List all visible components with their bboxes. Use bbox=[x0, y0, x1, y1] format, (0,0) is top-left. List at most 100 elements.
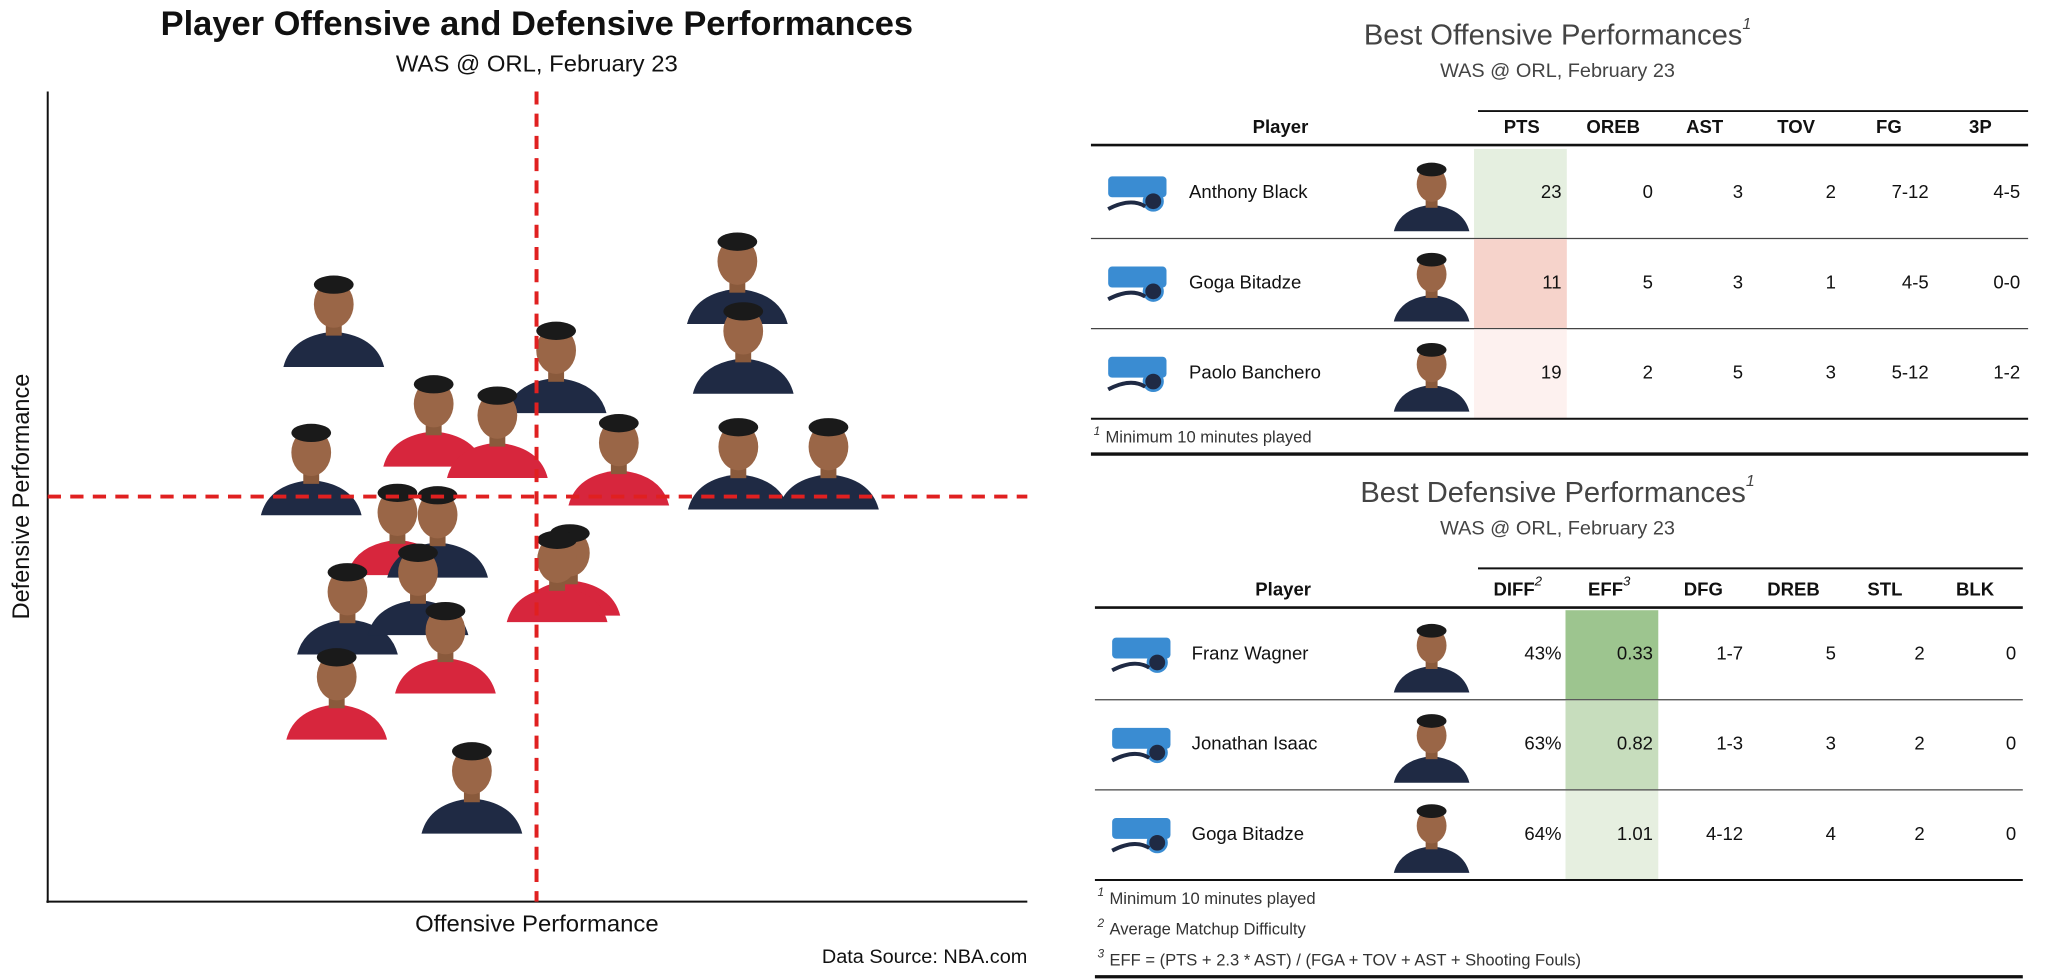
jersey bbox=[1393, 204, 1470, 232]
table-subtitle: WAS @ ORL, February 23 bbox=[1440, 518, 1675, 540]
x-axis-label: Offensive Performance bbox=[415, 911, 659, 937]
table-cell: 2 bbox=[1643, 362, 1653, 383]
hair bbox=[537, 530, 577, 549]
column-header-text: BLK bbox=[1956, 579, 1995, 600]
table-cell: 11 bbox=[1542, 271, 1561, 292]
team-logo-swoosh bbox=[1107, 290, 1147, 301]
column-header: EFF3 bbox=[1588, 574, 1631, 599]
column-header-text: STL bbox=[1867, 579, 1902, 600]
player-name: Goga Bitadze bbox=[1192, 823, 1304, 844]
player-point bbox=[506, 530, 608, 623]
table-cell: 0-0 bbox=[1993, 271, 2020, 292]
player-name: Jonathan Isaac bbox=[1192, 733, 1318, 754]
highlight-cell bbox=[1474, 239, 1567, 328]
column-header-text: Player bbox=[1255, 579, 1311, 600]
table-cell: 2 bbox=[1826, 181, 1836, 202]
neck bbox=[1425, 659, 1438, 670]
hair bbox=[313, 275, 354, 294]
column-header-text: DREB bbox=[1767, 579, 1820, 600]
chart-subtitle: WAS @ ORL, February 23 bbox=[396, 52, 678, 78]
player-name: Franz Wagner bbox=[1192, 643, 1309, 664]
jersey bbox=[505, 377, 607, 414]
highlight-cell bbox=[1565, 610, 1659, 700]
jersey bbox=[446, 442, 548, 478]
table-cell: 0.82 bbox=[1617, 733, 1653, 754]
table-cell: 4 bbox=[1826, 823, 1836, 844]
jersey bbox=[1393, 385, 1470, 412]
table-title-text: Best Offensive Performances bbox=[1364, 19, 1743, 51]
team-logo-swoosh bbox=[1107, 200, 1147, 211]
jersey bbox=[1393, 666, 1470, 693]
hair bbox=[1416, 252, 1447, 267]
footnote: Average Matchup Difficulty bbox=[1109, 921, 1306, 939]
highlight-cell bbox=[1474, 329, 1567, 419]
column-header: DFG bbox=[1684, 579, 1723, 600]
jersey bbox=[421, 798, 523, 834]
column-header-text: FG bbox=[1876, 116, 1902, 137]
table-cell: 4-12 bbox=[1706, 823, 1743, 844]
table-title: Best Offensive Performances1 bbox=[1364, 16, 1751, 51]
table-cell: 3 bbox=[1826, 362, 1836, 383]
player-point bbox=[692, 302, 794, 394]
player-point bbox=[395, 601, 496, 694]
table-cell: 5 bbox=[1733, 362, 1743, 383]
table-cell: 3 bbox=[1826, 733, 1836, 754]
column-header-text: PTS bbox=[1504, 116, 1540, 137]
table-cell: 0 bbox=[2006, 643, 2016, 664]
highlight-cell bbox=[1565, 700, 1659, 790]
team-logo-ball bbox=[1142, 280, 1164, 302]
hair bbox=[717, 232, 758, 251]
highlight-cell bbox=[1565, 790, 1659, 880]
hair bbox=[598, 414, 639, 433]
footnote-mark: 3 bbox=[1098, 947, 1105, 961]
player-name: Paolo Banchero bbox=[1189, 362, 1321, 383]
team-logo-ball bbox=[1146, 652, 1168, 673]
jersey bbox=[687, 474, 789, 510]
column-header: PTS bbox=[1504, 116, 1540, 137]
jersey bbox=[1393, 294, 1470, 322]
column-header: Player bbox=[1255, 579, 1311, 600]
jersey bbox=[1393, 756, 1470, 783]
hair bbox=[398, 543, 438, 562]
table-cell: 4-5 bbox=[1902, 271, 1929, 292]
table-cell: 0 bbox=[2006, 733, 2016, 754]
team-logo-swoosh bbox=[1107, 380, 1147, 392]
table-cell: 5-12 bbox=[1892, 362, 1929, 383]
column-header: DREB bbox=[1767, 579, 1820, 600]
hair bbox=[477, 386, 518, 405]
neck bbox=[1425, 288, 1438, 298]
table-title-text: Best Defensive Performances bbox=[1360, 477, 1746, 509]
player-point bbox=[283, 275, 385, 367]
player-point bbox=[286, 648, 388, 740]
column-header: Player bbox=[1253, 116, 1309, 137]
table-cell: 43% bbox=[1524, 643, 1561, 664]
jersey bbox=[692, 358, 794, 394]
footnote-mark: 2 bbox=[1097, 916, 1105, 930]
neck bbox=[1425, 197, 1438, 208]
y-axis-label: Defensive Performance bbox=[9, 374, 35, 620]
table-cell: 3 bbox=[1733, 181, 1743, 202]
hair bbox=[1416, 162, 1447, 177]
hair bbox=[718, 418, 759, 437]
hair bbox=[425, 601, 466, 621]
table-subtitle: WAS @ ORL, February 23 bbox=[1440, 60, 1675, 82]
column-header: 3P bbox=[1969, 116, 1992, 137]
column-header-text: TOV bbox=[1777, 116, 1816, 137]
header-note: 3 bbox=[1623, 574, 1631, 589]
table-cell: 23 bbox=[1541, 181, 1562, 202]
title-note: 1 bbox=[1746, 473, 1755, 490]
table-cell: 0 bbox=[1643, 181, 1653, 202]
table-title: Best Defensive Performances1 bbox=[1360, 473, 1754, 508]
jersey bbox=[506, 586, 608, 623]
team-logo-ball bbox=[1146, 832, 1168, 854]
table-cell: 5 bbox=[1826, 643, 1836, 664]
player-point bbox=[297, 563, 398, 655]
table-cell: 64% bbox=[1524, 823, 1561, 844]
highlight-cell bbox=[1474, 148, 1567, 238]
column-header-text: DFG bbox=[1684, 579, 1723, 600]
table-cell: 3 bbox=[1733, 271, 1743, 292]
team-logo-swoosh bbox=[1111, 661, 1151, 673]
hair bbox=[1416, 804, 1447, 818]
